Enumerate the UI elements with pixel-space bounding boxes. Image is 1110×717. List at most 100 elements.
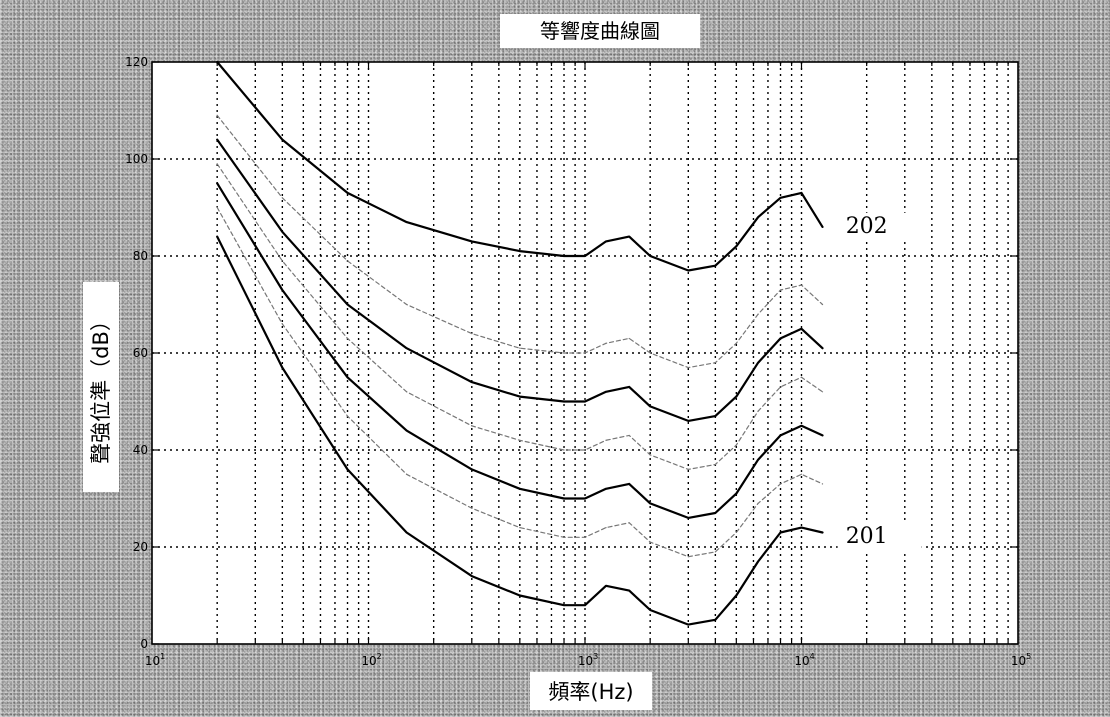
data-point (471, 507, 473, 509)
data-point (584, 255, 586, 257)
data-point (735, 444, 737, 446)
data-point (563, 536, 565, 538)
data-point (563, 352, 565, 354)
data-point (779, 386, 782, 388)
data-point (584, 449, 586, 451)
data-point (821, 226, 824, 228)
data-point (779, 289, 782, 291)
data-point (714, 551, 716, 553)
data-point (649, 255, 651, 257)
data-point (628, 483, 630, 485)
x-tick-exponent: 1 (160, 652, 165, 661)
data-point (757, 216, 759, 218)
data-point (519, 439, 521, 441)
curve-annotation: 202 (846, 214, 888, 239)
data-point (346, 192, 349, 194)
data-point (281, 260, 283, 262)
data-point (584, 400, 586, 403)
data-point (519, 527, 521, 529)
data-point (406, 303, 408, 306)
x-tick-base: 10 (361, 654, 376, 668)
annotation-background (837, 212, 922, 241)
data-point (800, 284, 803, 286)
grid-layer (152, 62, 1018, 644)
data-point (800, 192, 803, 194)
loudness-curve-3 (216, 60, 824, 272)
data-point (406, 221, 408, 223)
data-point (628, 236, 630, 238)
data-point (800, 473, 803, 475)
data-point (779, 337, 782, 340)
data-point (281, 289, 283, 291)
x-tick-base: 10 (1011, 654, 1026, 668)
data-point (519, 250, 521, 252)
xlabel-background (530, 672, 652, 710)
loudness-curve-5 (216, 163, 824, 470)
data-point (714, 512, 716, 514)
data-point (821, 531, 824, 534)
data-point (735, 396, 737, 398)
data-point (584, 352, 586, 354)
data-point (519, 488, 521, 490)
loudness-curve-0 (216, 235, 824, 626)
data-point (714, 265, 716, 267)
data-point (821, 347, 824, 349)
data-point (471, 425, 473, 427)
data-point (281, 139, 283, 141)
title-background (500, 14, 700, 48)
data-point (563, 449, 565, 451)
y-tick-label: 120 (125, 55, 148, 69)
y-tick-label: 20 (133, 540, 148, 554)
data-point (584, 497, 586, 500)
data-point (687, 624, 689, 626)
data-point (714, 415, 716, 417)
x-tick-label: 102 (361, 652, 381, 668)
data-point (628, 522, 630, 524)
x-tick-exponent: 3 (593, 652, 598, 661)
x-tick-label: 101 (145, 652, 165, 668)
data-point (735, 245, 737, 247)
data-point (346, 337, 349, 340)
data-point (800, 527, 803, 529)
data-point (687, 556, 689, 558)
data-point (687, 366, 689, 369)
data-point (216, 163, 218, 165)
data-point (605, 585, 607, 587)
data-point (346, 376, 349, 378)
x-tick-label: 105 (1011, 652, 1031, 668)
data-point (735, 342, 737, 344)
data-point (714, 463, 716, 466)
data-point (471, 333, 473, 335)
data-point (800, 425, 803, 427)
data-point (216, 236, 218, 238)
data-point (649, 609, 651, 611)
data-point (757, 560, 759, 563)
data-point (605, 488, 607, 490)
data-point (649, 541, 651, 543)
x-tick-base: 10 (794, 654, 809, 668)
data-point (687, 517, 689, 519)
data-point (346, 468, 349, 470)
data-point (563, 604, 565, 606)
data-point (281, 231, 283, 233)
data-point (346, 303, 349, 306)
data-point (519, 594, 521, 597)
data-point (821, 483, 824, 485)
data-point (216, 182, 218, 184)
x-tick-base: 10 (145, 654, 160, 668)
data-point (757, 362, 759, 364)
data-point (346, 260, 349, 262)
data-point (471, 575, 473, 577)
data-point (757, 502, 759, 504)
annotation-layer: 202 201 (837, 212, 922, 552)
data-point (406, 391, 408, 393)
data-point (649, 352, 651, 354)
curve-annotation: 201 (846, 524, 888, 549)
data-point (649, 502, 651, 504)
ylabel-background (83, 282, 119, 492)
data-point (406, 347, 408, 349)
data-point (584, 536, 586, 538)
data-point (779, 434, 782, 437)
data-point (216, 206, 218, 209)
